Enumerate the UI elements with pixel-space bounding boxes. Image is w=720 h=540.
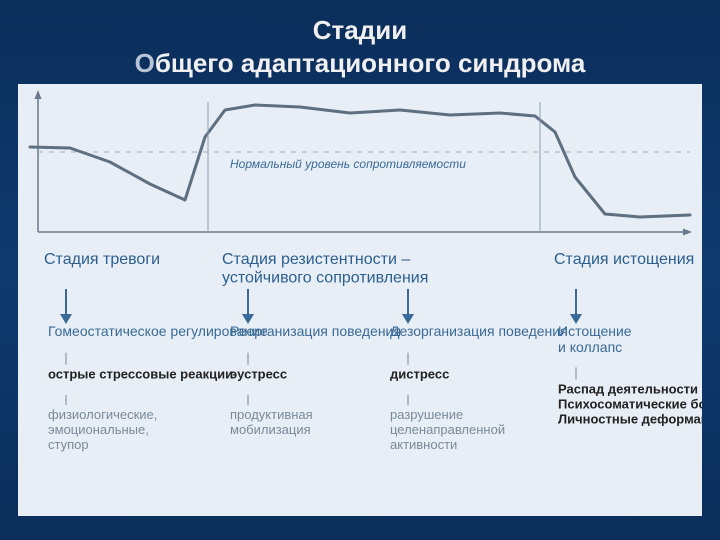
svg-text:разрушениецеленаправленнойакти: разрушениецеленаправленнойактивности xyxy=(390,407,505,452)
svg-text:продуктивнаямобилизация: продуктивнаямобилизация xyxy=(230,407,313,437)
title-line2: Общего адаптационного синдрома xyxy=(135,48,586,78)
svg-text:Стадия истощения: Стадия истощения xyxy=(554,251,694,268)
svg-text:Нормальный уровень сопротивляе: Нормальный уровень сопротивляемости xyxy=(230,157,466,171)
svg-text:Стадия резистентности –устойчи: Стадия резистентности –устойчивого сопро… xyxy=(222,251,428,286)
svg-text:Стадия тревоги: Стадия тревоги xyxy=(44,251,160,268)
title-line1: Стадии xyxy=(40,14,680,47)
svg-text:Истощениеи коллапс: Истощениеи коллапс xyxy=(558,323,632,355)
page-title: Стадии Общего адаптационного синдрома xyxy=(0,0,720,85)
svg-text:физиологические,эмоциональные,: физиологические,эмоциональные,ступор xyxy=(48,407,157,452)
svg-text:Реорганизация поведения: Реорганизация поведения xyxy=(230,323,401,339)
svg-text:Распад деятельностиПсихосомати: Распад деятельностиПсихосоматические бол… xyxy=(558,381,702,426)
svg-text:острые стрессовые реакции: острые стрессовые реакции xyxy=(48,367,233,382)
svg-text:эустресс: эустресс xyxy=(230,367,287,382)
diagram-panel: Нормальный уровень сопротивляемости Стади… xyxy=(18,84,702,516)
svg-text:дистресс: дистресс xyxy=(390,367,449,382)
svg-text:Дезорганизация поведения: Дезорганизация поведения xyxy=(390,323,568,339)
diagram-svg: Нормальный уровень сопротивляемости Стади… xyxy=(18,84,702,516)
